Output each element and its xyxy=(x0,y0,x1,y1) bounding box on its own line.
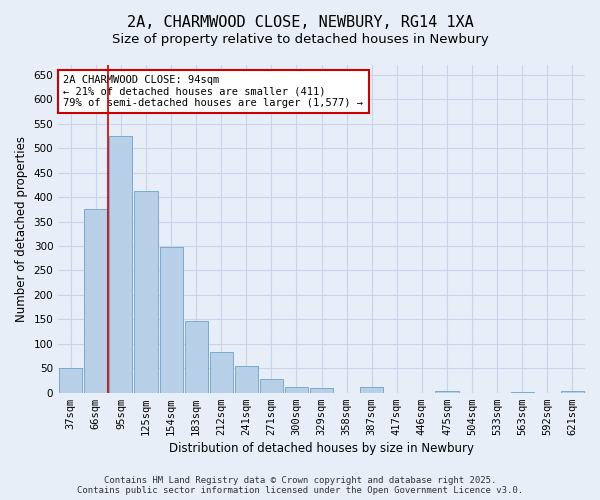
Text: Contains HM Land Registry data © Crown copyright and database right 2025.
Contai: Contains HM Land Registry data © Crown c… xyxy=(77,476,523,495)
Bar xyxy=(561,391,584,392)
Bar xyxy=(160,248,182,392)
X-axis label: Distribution of detached houses by size in Newbury: Distribution of detached houses by size … xyxy=(169,442,474,455)
Bar xyxy=(134,190,158,392)
Bar xyxy=(185,321,208,392)
Bar xyxy=(285,388,308,392)
Bar xyxy=(109,136,133,392)
Bar xyxy=(235,366,258,392)
Y-axis label: Number of detached properties: Number of detached properties xyxy=(15,136,28,322)
Bar xyxy=(84,210,107,392)
Bar xyxy=(310,388,333,392)
Bar xyxy=(360,387,383,392)
Bar xyxy=(436,391,458,392)
Bar xyxy=(260,380,283,392)
Bar xyxy=(59,368,82,392)
Text: Size of property relative to detached houses in Newbury: Size of property relative to detached ho… xyxy=(112,32,488,46)
Bar xyxy=(209,352,233,393)
Text: 2A CHARMWOOD CLOSE: 94sqm
← 21% of detached houses are smaller (411)
79% of semi: 2A CHARMWOOD CLOSE: 94sqm ← 21% of detac… xyxy=(64,75,364,108)
Text: 2A, CHARMWOOD CLOSE, NEWBURY, RG14 1XA: 2A, CHARMWOOD CLOSE, NEWBURY, RG14 1XA xyxy=(127,15,473,30)
